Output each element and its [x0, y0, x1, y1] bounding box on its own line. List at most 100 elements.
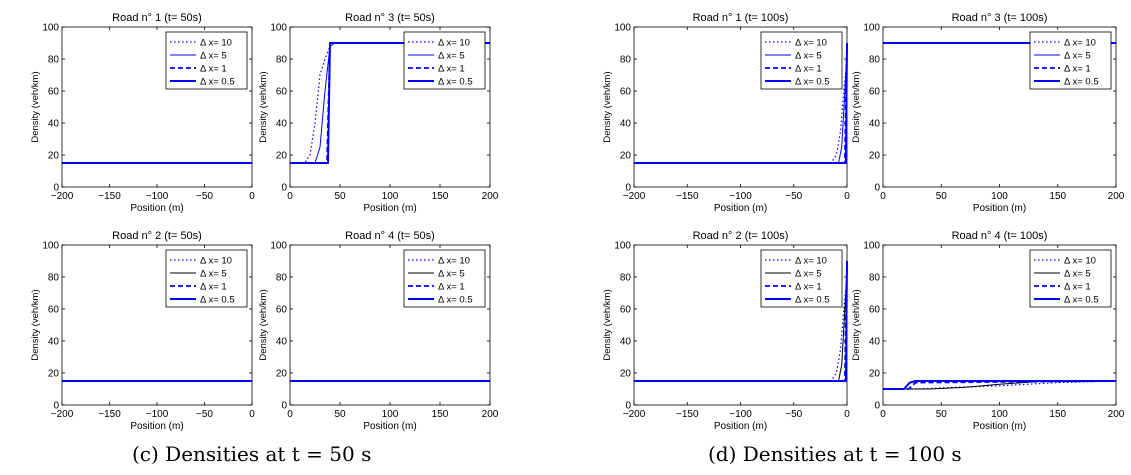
x-axis-label: Position (m) [130, 421, 183, 432]
legend-label: Δ x= 1 [200, 282, 227, 293]
y-tick-label: 60 [869, 305, 881, 316]
x-tick-label: −150 [676, 409, 699, 420]
y-tick-label: 40 [620, 119, 632, 130]
y-axis-label: Density (veh/km) [30, 289, 41, 360]
legend-label: Δ x= 5 [1064, 269, 1091, 280]
y-tick-label: 40 [48, 119, 60, 130]
x-tick-label: 0 [880, 409, 886, 420]
legend-label: Δ x= 1 [200, 64, 227, 75]
y-axis-label: Density (veh/km) [258, 289, 269, 360]
legend-label: Δ x= 0.5 [200, 77, 235, 88]
y-tick-label: 60 [620, 87, 632, 98]
x-tick-label: 0 [287, 191, 293, 202]
x-tick-label: 150 [432, 409, 449, 420]
y-tick-label: 40 [276, 337, 288, 348]
legend-label: Δ x= 5 [200, 51, 227, 62]
legend-label: Δ x= 0.5 [795, 77, 830, 88]
x-axis-label: Position (m) [714, 203, 767, 214]
legend-label: Δ x= 0.5 [795, 295, 830, 306]
y-tick-label: 100 [863, 23, 880, 34]
y-tick-label: 40 [276, 119, 288, 130]
y-tick-label: 60 [276, 305, 288, 316]
x-tick-label: −100 [729, 409, 752, 420]
y-tick-label: 80 [869, 273, 881, 284]
x-tick-label: 200 [1108, 409, 1125, 420]
x-tick-label: 0 [249, 409, 255, 420]
chart-title: Road n° 4 (t= 50s) [345, 230, 435, 242]
legend-label: Δ x= 10 [200, 256, 232, 267]
legend-label: Δ x= 0.5 [200, 295, 235, 306]
x-tick-label: −150 [98, 191, 121, 202]
y-tick-label: 0 [53, 401, 59, 412]
x-tick-label: −150 [98, 409, 121, 420]
legend-label: Δ x= 1 [795, 282, 822, 293]
y-tick-label: 100 [614, 23, 631, 34]
chart-panel: Road n° 2 (t= 50s) 0 20 40 60 80 100 −200 −150 −1… [30, 230, 255, 432]
legend-label: Δ x= 1 [795, 64, 822, 75]
legend-label: Δ x= 5 [795, 269, 822, 280]
x-tick-label: 0 [880, 191, 886, 202]
y-tick-label: 20 [620, 369, 632, 380]
chart-title: Road n° 4 (t= 100s) [952, 230, 1048, 242]
x-tick-label: 200 [1108, 191, 1125, 202]
x-tick-label: 50 [334, 409, 346, 420]
legend-label: Δ x= 10 [1064, 38, 1096, 49]
series-line [290, 42, 490, 164]
y-axis-label: Density (veh/km) [602, 289, 613, 360]
legend-label: Δ x= 1 [1064, 64, 1091, 75]
series-line [634, 260, 848, 382]
y-tick-label: 80 [48, 273, 60, 284]
y-tick-label: 80 [48, 55, 60, 66]
x-tick-label: 50 [334, 191, 346, 202]
y-tick-label: 20 [276, 369, 288, 380]
legend-label: Δ x= 5 [200, 269, 227, 280]
x-axis-label: Position (m) [973, 421, 1026, 432]
x-tick-label: −150 [676, 191, 699, 202]
y-tick-label: 60 [48, 305, 60, 316]
chart-panel: Road n° 3 (t= 50s) 0 20 40 60 80 100 0 50 100 150 2… [258, 12, 499, 214]
y-tick-label: 0 [874, 183, 880, 194]
y-axis-label: Density (veh/km) [258, 71, 269, 142]
x-tick-label: 0 [287, 409, 293, 420]
y-tick-label: 100 [42, 23, 59, 34]
y-tick-label: 40 [48, 337, 60, 348]
x-tick-label: −50 [196, 191, 213, 202]
y-tick-label: 80 [620, 55, 632, 66]
chart-title: Road n° 3 (t= 50s) [345, 12, 435, 24]
y-tick-label: 100 [42, 241, 59, 252]
y-tick-label: 20 [869, 151, 881, 162]
y-tick-label: 0 [625, 401, 631, 412]
x-tick-label: −50 [785, 191, 802, 202]
chart-panel: Road n° 4 (t= 100s) 0 20 40 60 80 100 0 50 100 150… [851, 230, 1125, 432]
x-tick-label: 100 [382, 191, 399, 202]
y-tick-label: 100 [270, 241, 287, 252]
caption-d: (d) Densities at t = 100 s [708, 442, 962, 466]
legend-label: Δ x= 5 [795, 51, 822, 62]
chart-panel: Road n° 4 (t= 50s) 0 20 40 60 80 100 0 50 100 150 2… [258, 230, 499, 432]
y-tick-label: 40 [620, 337, 632, 348]
x-tick-label: 100 [991, 409, 1008, 420]
chart-title: Road n° 2 (t= 50s) [112, 230, 202, 242]
x-tick-label: −200 [51, 409, 74, 420]
legend-label: Δ x= 1 [438, 64, 465, 75]
y-tick-label: 60 [620, 305, 632, 316]
legend-label: Δ x= 10 [1064, 256, 1096, 267]
y-axis-label: Density (veh/km) [851, 71, 862, 142]
legend-label: Δ x= 10 [200, 38, 232, 49]
series-line [634, 42, 848, 164]
y-axis-label: Density (veh/km) [851, 289, 862, 360]
x-tick-label: −200 [51, 191, 74, 202]
legend-label: Δ x= 0.5 [1064, 295, 1099, 306]
y-tick-label: 20 [48, 151, 60, 162]
x-tick-label: −100 [146, 191, 169, 202]
chart-panel: Road n° 3 (t= 100s) 0 20 40 60 80 100 0 50 100 150… [851, 12, 1125, 214]
legend-label: Δ x= 0.5 [438, 77, 473, 88]
y-tick-label: 0 [53, 183, 59, 194]
y-tick-label: 80 [276, 273, 288, 284]
legend-label: Δ x= 10 [438, 256, 470, 267]
y-tick-label: 20 [869, 369, 881, 380]
series-line [883, 380, 1116, 390]
x-tick-label: 100 [991, 191, 1008, 202]
legend-label: Δ x= 1 [438, 282, 465, 293]
